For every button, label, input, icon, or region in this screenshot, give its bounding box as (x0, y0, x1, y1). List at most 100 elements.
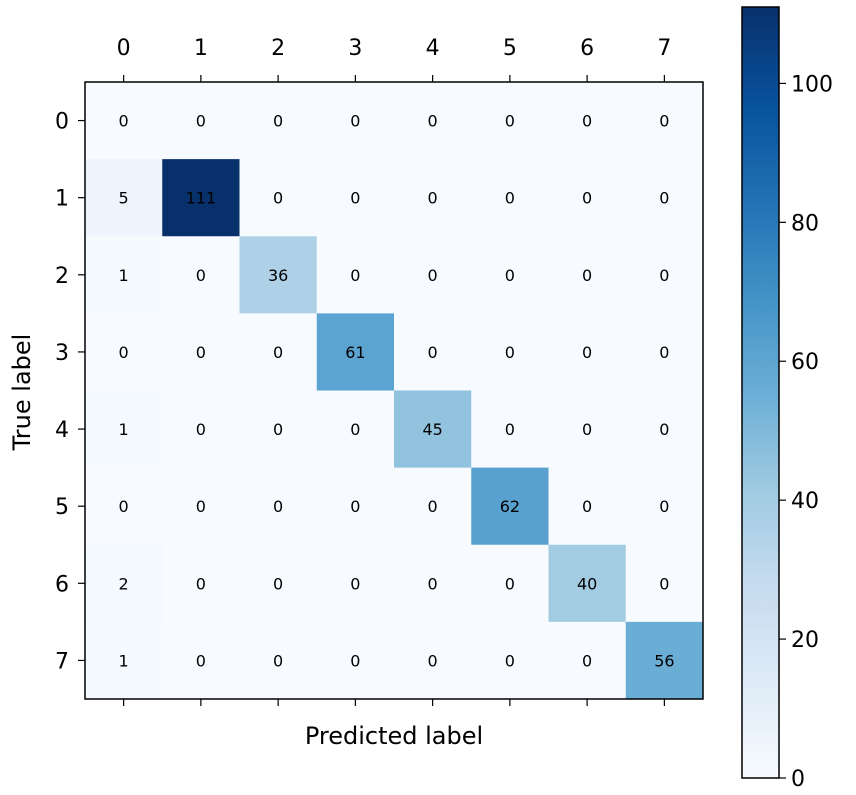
heatmap-cell (548, 621, 627, 700)
heatmap-cell (625, 390, 704, 469)
colorbar-tick-label: 20 (791, 628, 819, 653)
cell-value-label: 0 (196, 266, 206, 285)
heatmap-cell (85, 82, 163, 160)
heatmap-cell (316, 544, 395, 623)
cell-value-label: 0 (273, 343, 283, 362)
heatmap-cell (625, 544, 704, 623)
cell-value-label: 0 (273, 574, 283, 593)
x-axis-label: Predicted label (305, 722, 483, 750)
cell-value-label: 0 (196, 112, 206, 131)
x-tick-label: 3 (348, 36, 362, 61)
colorbar-gradient (741, 6, 780, 779)
heatmap-cell (162, 313, 240, 391)
cell-value-label: 0 (273, 651, 283, 670)
cell-value-label: 0 (350, 189, 360, 208)
x-tick-label: 4 (426, 36, 440, 61)
cell-value-label: 0 (428, 497, 438, 516)
heatmap-cell (239, 467, 318, 546)
cell-value-label: 56 (654, 651, 674, 670)
cell-value-label: 0 (350, 266, 360, 285)
heatmap-cell (394, 82, 472, 160)
heatmap-cell (471, 313, 549, 391)
y-tick-label: 0 (55, 110, 69, 135)
cell-value-label: 0 (505, 574, 515, 593)
heatmap-cell (316, 390, 395, 469)
x-tick-label: 2 (271, 36, 285, 61)
cell-value-label: 0 (273, 189, 283, 208)
cell-value-label: 0 (659, 112, 669, 131)
heatmap-cells (85, 82, 704, 700)
heatmap-cell (85, 390, 163, 469)
colorbar: 0 20 40 60 80 100 (741, 6, 833, 792)
heatmap-cell (239, 390, 318, 469)
colorbar-tick-label: 60 (791, 350, 819, 375)
heatmap-cell (162, 467, 240, 546)
y-tick-label: 4 (55, 418, 69, 443)
cell-value-label: 0 (273, 497, 283, 516)
x-tick-label: 7 (657, 36, 671, 61)
cell-value-label: 0 (428, 112, 438, 131)
cell-value-label: 0 (428, 343, 438, 362)
heatmap-cell (316, 82, 395, 160)
y-tick-label: 5 (55, 495, 69, 520)
cell-value-label: 2 (119, 574, 129, 593)
heatmap-cell (548, 467, 627, 546)
cell-value-label: 0 (582, 266, 592, 285)
heatmap-cell (85, 467, 163, 546)
cell-value-label: 36 (268, 266, 288, 285)
heatmap-cell (471, 467, 549, 546)
cell-value-label: 0 (119, 112, 129, 131)
cell-value-label: 0 (582, 651, 592, 670)
cell-value-label: 0 (505, 266, 515, 285)
heatmap-cell (239, 82, 318, 160)
heatmap-cell (85, 621, 163, 700)
heatmap-cell (394, 159, 472, 237)
cell-value-label: 0 (119, 497, 129, 516)
cell-value-label: 0 (659, 343, 669, 362)
heatmap-cell (625, 467, 704, 546)
x-tick-label: 5 (503, 36, 517, 61)
y-tick-label: 6 (55, 572, 69, 597)
heatmap-cell (239, 313, 318, 391)
cell-value-label: 0 (428, 266, 438, 285)
x-tick-label: 6 (580, 36, 594, 61)
heatmap-cell (394, 544, 472, 623)
cell-value-label: 1 (119, 651, 129, 670)
y-tick-label: 3 (55, 341, 69, 366)
cell-value-label: 0 (350, 420, 360, 439)
heatmap-cell (239, 159, 318, 237)
heatmap-cell (239, 621, 318, 700)
cell-value-label: 0 (582, 112, 592, 131)
cell-value-label: 0 (505, 112, 515, 131)
heatmap-cell (394, 621, 472, 700)
heatmap-cell (85, 544, 163, 623)
colorbar-tick-label: 100 (791, 72, 833, 97)
cell-value-label: 0 (428, 574, 438, 593)
heatmap-cell (471, 236, 549, 314)
cell-value-label: 0 (196, 651, 206, 670)
cell-value-label: 40 (577, 574, 597, 593)
heatmap-cell (625, 621, 704, 700)
heatmap-cell (548, 390, 627, 469)
heatmap-cell (162, 390, 240, 469)
cell-value-label: 0 (505, 343, 515, 362)
heatmap-cell (162, 236, 240, 314)
cell-value-label: 45 (422, 420, 442, 439)
cell-value-label: 0 (196, 497, 206, 516)
colorbar-tick-label: 0 (791, 767, 805, 792)
cell-value-label: 0 (273, 112, 283, 131)
cell-value-label: 0 (196, 574, 206, 593)
heatmap-cell (548, 236, 627, 314)
heatmap-cell (625, 82, 704, 160)
y-tick-label: 7 (55, 649, 69, 674)
plot-frame (84, 81, 704, 700)
colorbar-tick-label: 80 (791, 211, 819, 236)
cell-value-label: 0 (505, 651, 515, 670)
heatmap-cell (548, 544, 627, 623)
heatmap-cell (239, 544, 318, 623)
heatmap-cell (471, 621, 549, 700)
heatmap-cell (316, 621, 395, 700)
x-tick-label: 1 (194, 36, 208, 61)
heatmap-cell (316, 467, 395, 546)
